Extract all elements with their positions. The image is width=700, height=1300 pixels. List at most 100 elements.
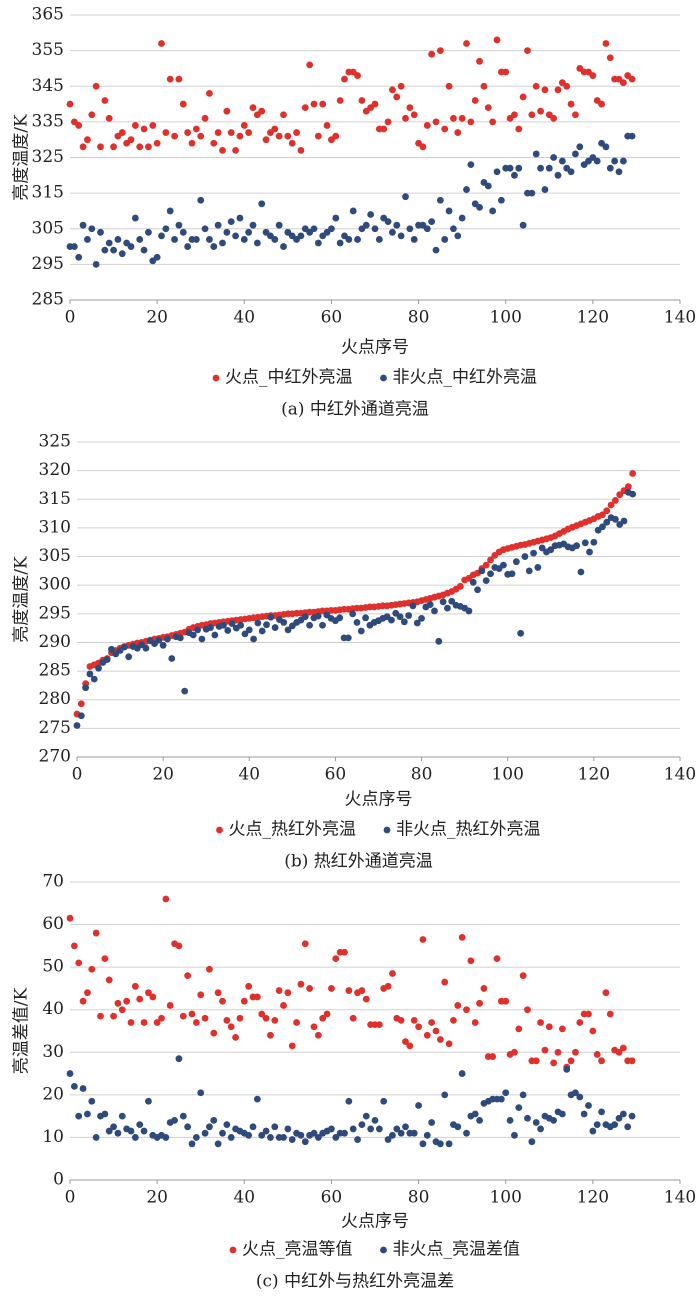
scatter-point <box>245 228 253 236</box>
scatter-point <box>284 989 292 997</box>
scatter-point <box>419 1140 427 1148</box>
scatter-point <box>444 604 451 612</box>
scatter-point <box>402 1038 409 1046</box>
scatter-point <box>450 114 457 122</box>
scatter-point <box>236 132 244 140</box>
scatter-point <box>563 82 571 90</box>
scatter-point <box>389 86 396 94</box>
scatter-point <box>123 997 131 1005</box>
scatter-point <box>567 168 575 176</box>
y-tick-label: 295 <box>39 603 71 623</box>
caption: (a) 中红外通道亮温 <box>281 400 429 420</box>
scatter-point <box>480 82 488 90</box>
scatter-point <box>75 959 83 967</box>
x-tick-label: 60 <box>325 765 347 785</box>
scatter-point <box>75 253 83 261</box>
scatter-point <box>118 250 126 258</box>
scatter-point <box>554 86 562 94</box>
scatter-point <box>469 578 477 586</box>
scatter-point <box>450 225 457 233</box>
scatter-point <box>558 1025 566 1033</box>
scatter-point <box>428 1019 436 1026</box>
scatter-point <box>611 515 619 523</box>
scatter-point <box>384 218 392 226</box>
x-tick-label: 140 <box>664 765 696 785</box>
scatter-point <box>454 129 462 136</box>
scatter-point <box>456 582 464 590</box>
x-tick-label: 140 <box>664 1188 696 1208</box>
scatter-point <box>519 1091 527 1099</box>
scatter-point <box>532 150 540 158</box>
scatter-point <box>118 1006 126 1014</box>
scatter-point <box>550 1117 558 1124</box>
x-tick-label: 40 <box>233 308 255 328</box>
scatter-point <box>521 553 529 560</box>
legend-label: 火点_热红外亮温 <box>229 820 357 840</box>
scatter-point <box>502 68 510 76</box>
scatter-point <box>127 1127 135 1135</box>
scatter-point <box>328 985 335 992</box>
scatter-point <box>419 936 427 943</box>
scatter-point <box>515 1104 523 1112</box>
y-tick-label: 30 <box>42 1042 64 1062</box>
scatter-point <box>415 1102 422 1109</box>
scatter-point <box>463 1006 470 1014</box>
scatter-point <box>88 1097 96 1105</box>
x-axis-label: 火点序号 <box>341 338 409 358</box>
legend: 火点_中红外亮温 非火点_中红外亮温 <box>212 368 537 388</box>
scatter-point <box>336 239 344 247</box>
scatter-point <box>258 1010 266 1018</box>
scatter-point <box>441 1091 449 1099</box>
scatter-point <box>619 79 627 87</box>
y-tick-label: 300 <box>39 575 71 595</box>
scatter-point <box>458 114 466 122</box>
y-tick-label: 295 <box>32 254 64 274</box>
y-tick-label: 60 <box>42 914 64 934</box>
scatter-point <box>70 942 78 950</box>
scatter-point <box>198 635 206 643</box>
x-tick-label: 20 <box>152 765 174 785</box>
scatter-point <box>489 1053 497 1060</box>
scatter-point <box>219 146 226 154</box>
scatter-point <box>297 1131 305 1139</box>
legend-marker <box>229 1246 237 1254</box>
y-tick-label: 275 <box>39 718 71 738</box>
scatter-point <box>232 146 239 154</box>
scatter-point <box>541 1046 549 1054</box>
scatter-point <box>410 111 418 119</box>
scatter-point <box>471 1019 479 1026</box>
scatter-point <box>345 236 353 243</box>
scatter-point <box>593 1121 601 1129</box>
scatter-point <box>88 965 96 973</box>
scatter-point <box>323 1010 331 1018</box>
scatter-point <box>164 635 171 643</box>
scatter-point <box>88 111 96 119</box>
scatter-point <box>310 1129 318 1137</box>
scatter-point <box>426 601 434 609</box>
scatter-point <box>158 232 165 240</box>
scatter-point <box>511 1048 518 1056</box>
scatter-point <box>236 1014 244 1022</box>
scatter-point <box>192 125 200 133</box>
scatter-point <box>297 232 305 240</box>
scatter-point <box>419 143 427 151</box>
scatter-point <box>288 1136 296 1143</box>
scatter-point <box>480 985 488 992</box>
scatter-point <box>136 1121 144 1129</box>
scatter-point <box>471 97 479 104</box>
scatter-point <box>476 1117 483 1124</box>
scatter-point <box>314 132 322 140</box>
scatter-point <box>454 1123 462 1131</box>
x-tick-label: 80 <box>411 765 433 785</box>
y-tick-label: 270 <box>39 747 71 767</box>
scatter-point <box>332 214 340 222</box>
scatter-point <box>105 114 113 122</box>
scatter-point <box>168 655 176 662</box>
scatter-point <box>110 1123 117 1131</box>
scatter-point <box>349 1014 357 1022</box>
scatter-point <box>319 100 327 108</box>
scatter-point <box>341 948 348 956</box>
scatter-point <box>602 989 610 997</box>
scatter-point <box>474 586 481 594</box>
scatter-point <box>528 189 536 197</box>
